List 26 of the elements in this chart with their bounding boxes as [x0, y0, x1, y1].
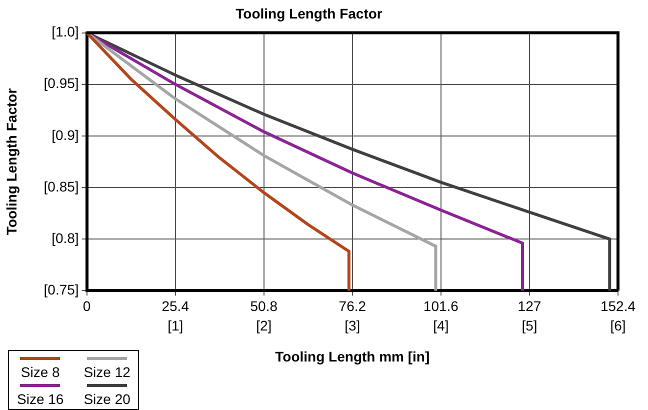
- x2-tick-label: [2]: [256, 318, 272, 334]
- x-tick-label: 152.4: [600, 298, 636, 314]
- x-tick-label: 127: [518, 298, 542, 314]
- x-axis-title: Tooling Length mm [in]: [275, 348, 430, 364]
- chart-title: Tooling Length Factor: [236, 5, 383, 22]
- x2-tick-label: [6]: [610, 318, 626, 334]
- x2-tick-label: [1]: [168, 318, 184, 334]
- legend-label: Size 20: [84, 391, 130, 407]
- x2-tick-label: [3]: [344, 318, 360, 334]
- x2-tick-label: [4]: [433, 318, 449, 334]
- x-tick-label: 0: [82, 298, 91, 314]
- y-tick-label: [0.85]: [44, 178, 79, 194]
- y-tick-label: [0.8]: [52, 230, 79, 246]
- x-tick-label: 25.4: [162, 298, 190, 314]
- x-tick-label: 50.8: [250, 298, 278, 314]
- y-tick-label: [0.95]: [44, 75, 79, 92]
- x-tick-label: 101.6: [423, 298, 459, 314]
- y-tick-label: [0.9]: [52, 126, 79, 143]
- y-axis-title: Tooling Length Factor: [3, 88, 20, 236]
- legend-label: Size 12: [84, 364, 130, 380]
- legend-label: Size 16: [17, 391, 64, 407]
- x2-tick-label: [5]: [522, 318, 538, 334]
- y-tick-label: [0.75]: [44, 281, 79, 298]
- legend-label: Size 8: [20, 364, 60, 380]
- x-tick-label: 76.2: [338, 298, 366, 314]
- y-tick-label: [1.0]: [52, 24, 79, 40]
